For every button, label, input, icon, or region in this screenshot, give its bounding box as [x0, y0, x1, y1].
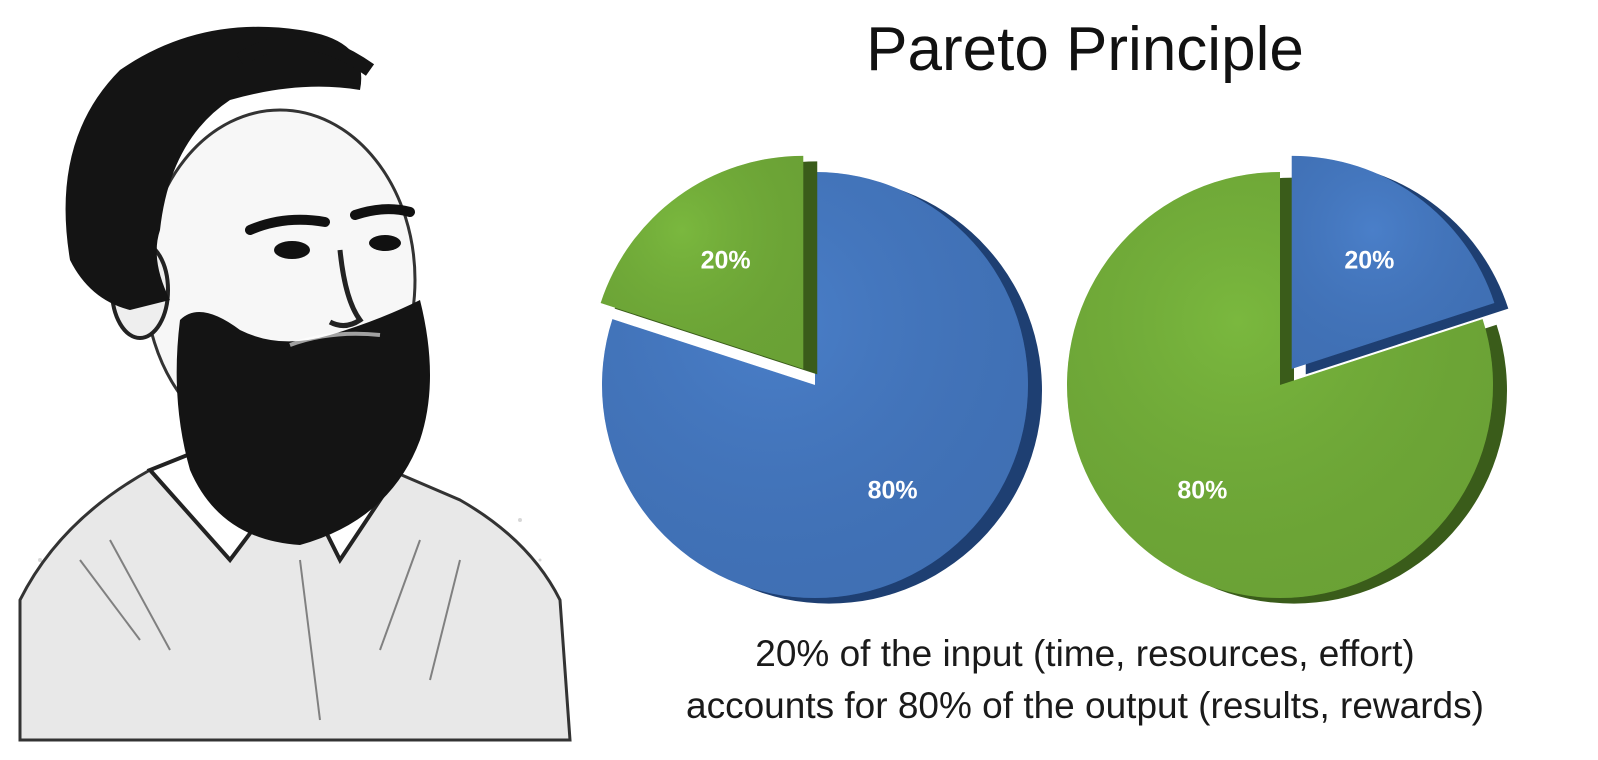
pie-slice-shading [602, 172, 1028, 598]
pie-charts-area: 80% 20% 80% 20% [600, 155, 1509, 604]
pie-slice-label: 80% [1177, 476, 1227, 504]
pie-chart-2: 80% 20% [1067, 155, 1509, 604]
pie-slice-label: 20% [1344, 247, 1394, 275]
pie-slice-label: 80% [868, 476, 918, 504]
caption-line-1: 20% of the input (time, resources, effor… [755, 633, 1415, 674]
pie-slice-shading [1291, 155, 1495, 369]
pie-slice-label: 20% [701, 247, 751, 275]
portrait-image [18, 26, 572, 742]
chart-title: Pareto Principle [866, 15, 1304, 84]
pie-slice-shading [1067, 172, 1493, 598]
pie-slice-shading [600, 155, 804, 369]
caption-line-2: accounts for 80% of the output (results,… [686, 685, 1484, 726]
pie-chart-1: 80% 20% [600, 155, 1042, 604]
